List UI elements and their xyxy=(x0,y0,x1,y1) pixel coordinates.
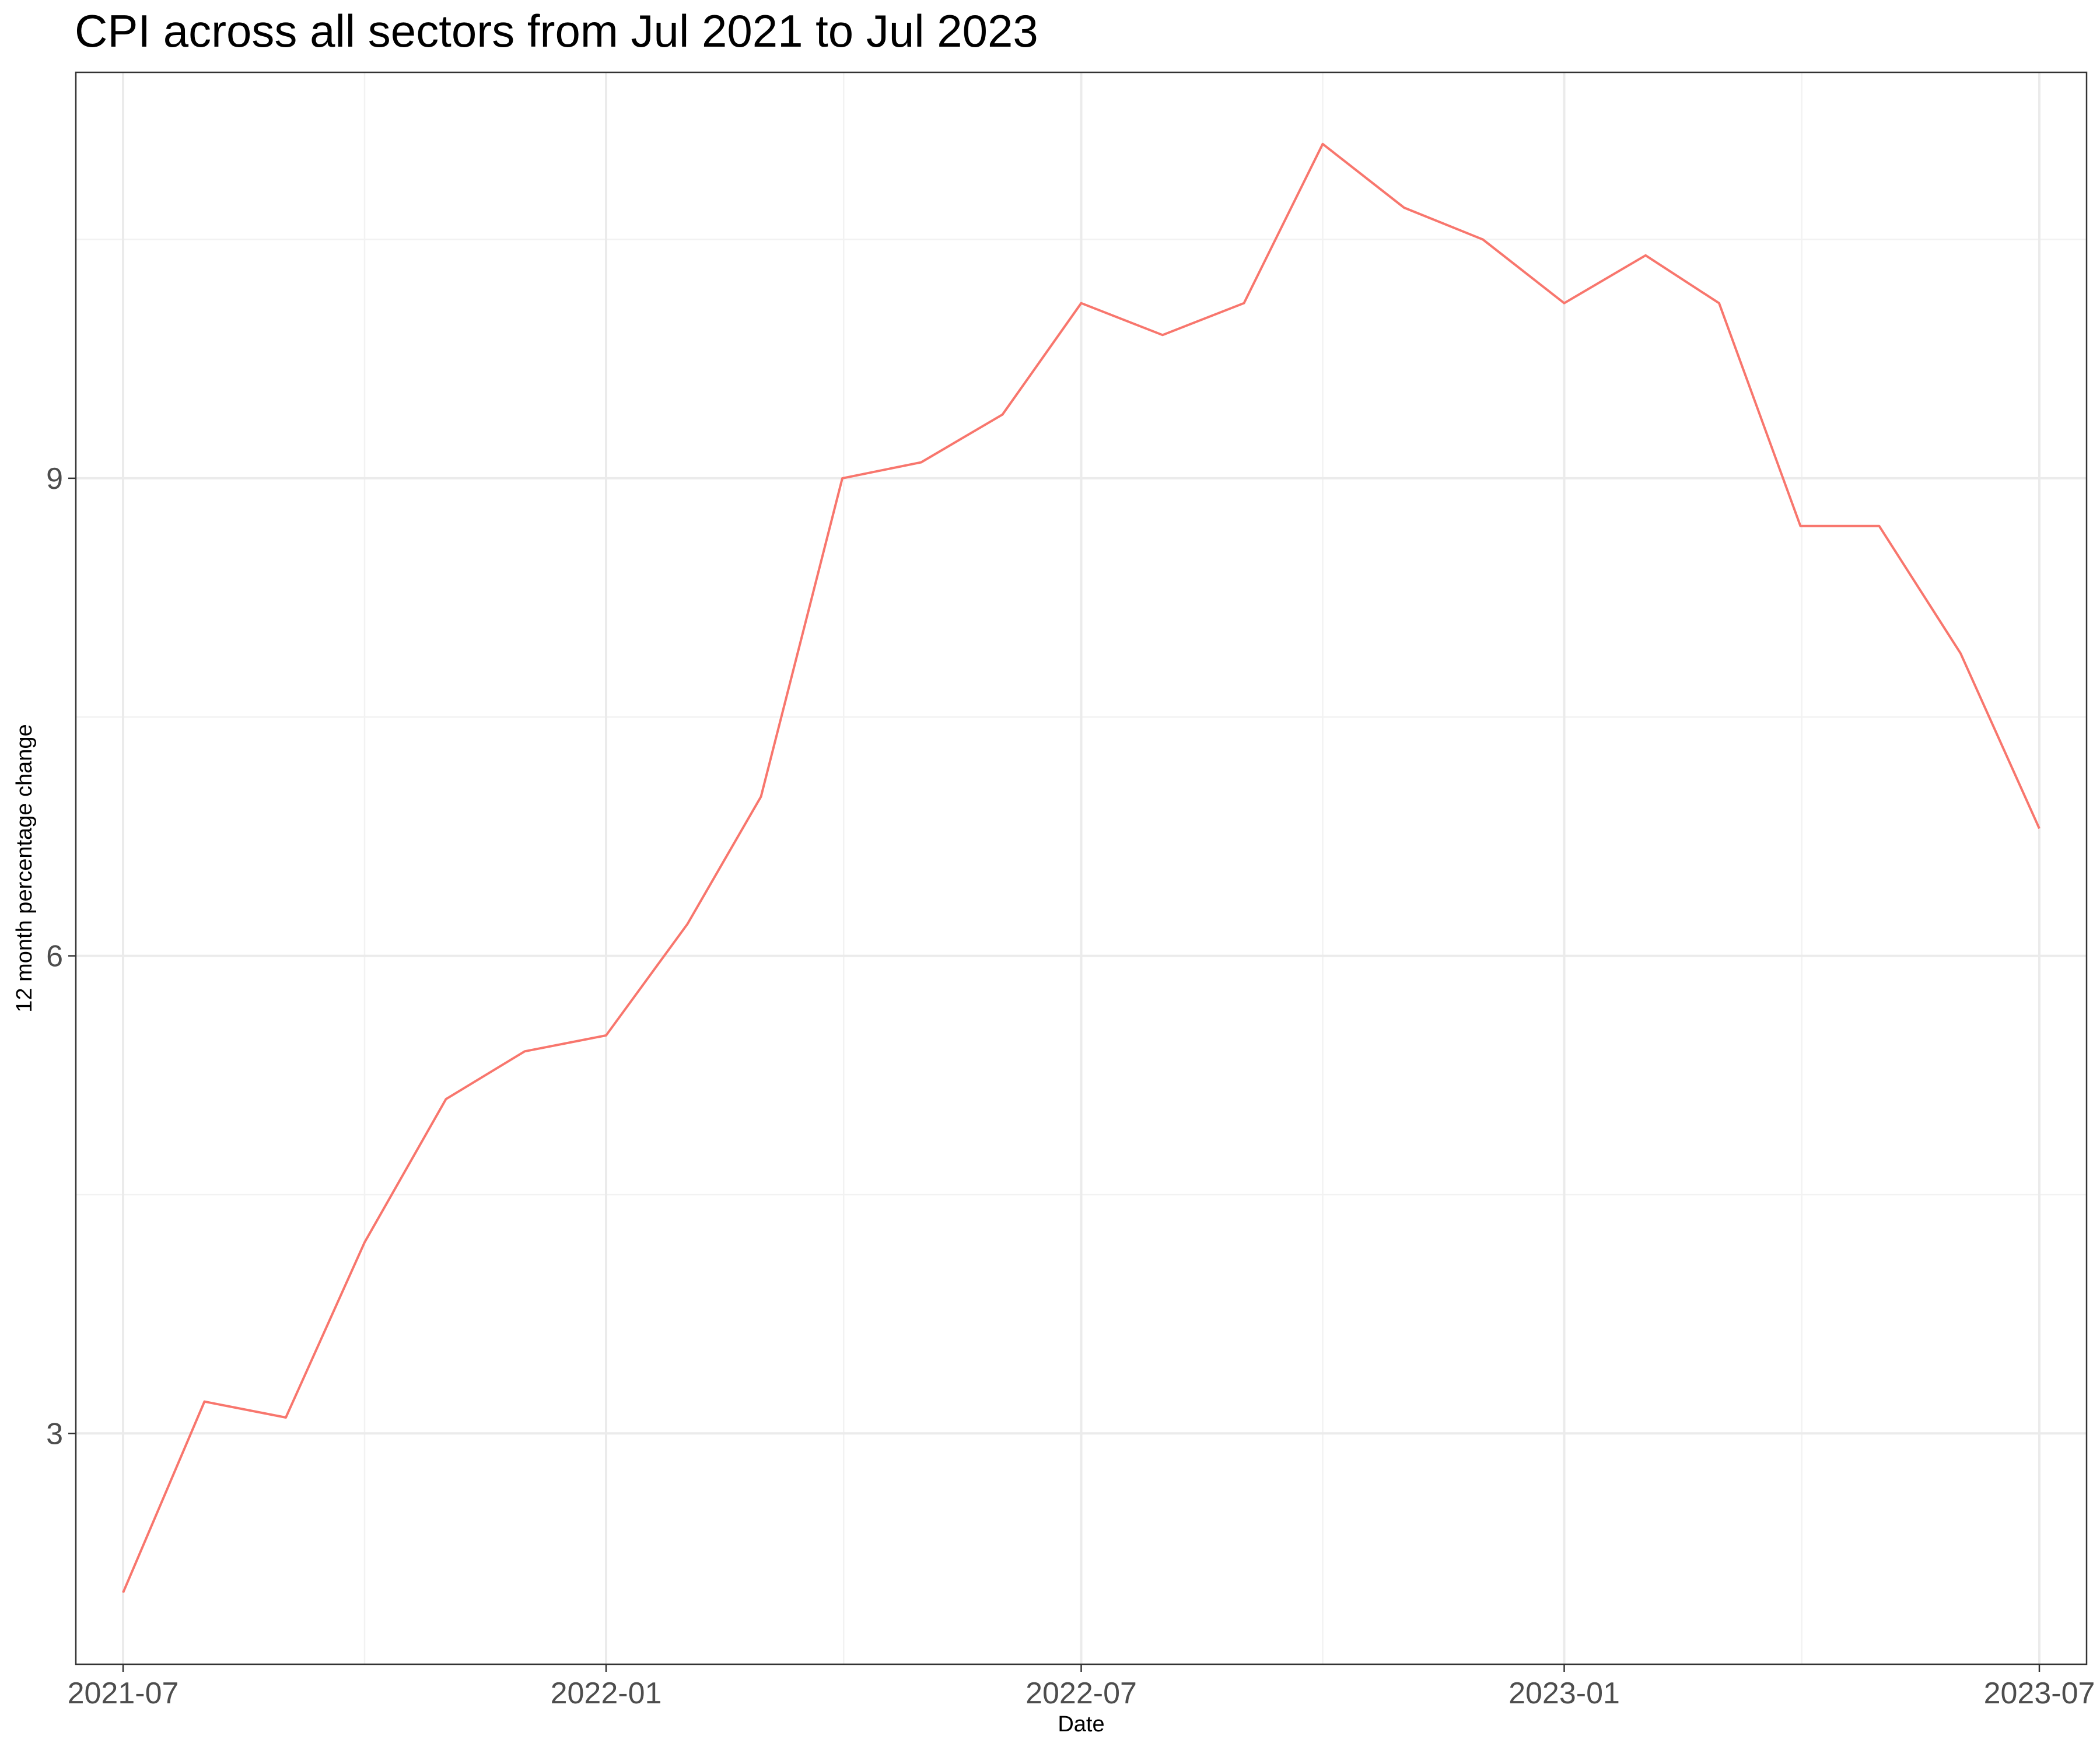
x-tick-label: 2022-07 xyxy=(1026,1676,1137,1710)
series-line xyxy=(122,142,2041,1593)
x-axis-title: Date xyxy=(1058,1712,1104,1737)
chart-title: CPI across all sectors from Jul 2021 to … xyxy=(75,5,1038,57)
x-tick-label: 2022-01 xyxy=(551,1676,662,1710)
y-tick-label: 6 xyxy=(46,940,63,974)
y-tick-label: 9 xyxy=(46,462,63,496)
x-tick-label: 2023-01 xyxy=(1508,1676,1620,1710)
y-tick-label: 3 xyxy=(46,1417,63,1451)
x-tick-label: 2023-07 xyxy=(1984,1676,2095,1710)
y-axis-title: 12 month percentage change xyxy=(12,724,37,1012)
x-tick-label: 2021-07 xyxy=(68,1676,179,1710)
